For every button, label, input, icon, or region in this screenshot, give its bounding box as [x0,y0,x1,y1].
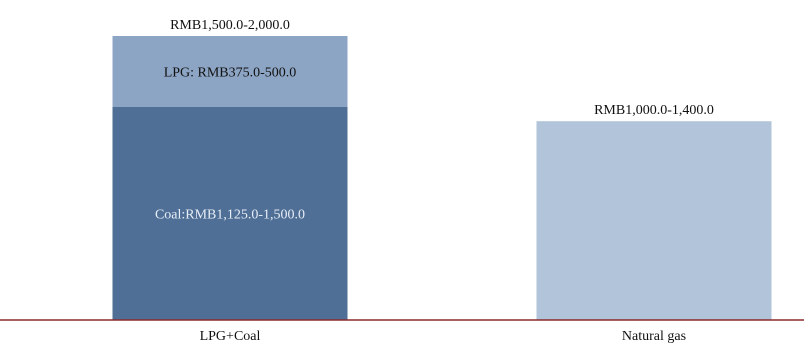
category-label: LPG+Coal [200,329,261,344]
bar-segment-natural-gas-0 [536,121,772,320]
category-label: Natural gas [622,329,686,344]
bar-total-label: RMB1,000.0-1,400.0 [594,103,714,118]
bar-segment-lpg-coal-0 [112,107,348,320]
bar-segment-lpg-coal-1 [112,36,348,107]
bars-group: Coal:RMB1,125.0-1,500.0 LPG: RMB375.0-500… [112,18,772,320]
segment-label: LPG: RMB375.0-500.0 [164,66,297,81]
category-labels: LPG+Coal Natural gas [200,329,686,344]
segment-label: Coal:RMB1,125.0-1,500.0 [155,208,305,223]
bar-total-label: RMB1,500.0-2,000.0 [170,18,290,33]
